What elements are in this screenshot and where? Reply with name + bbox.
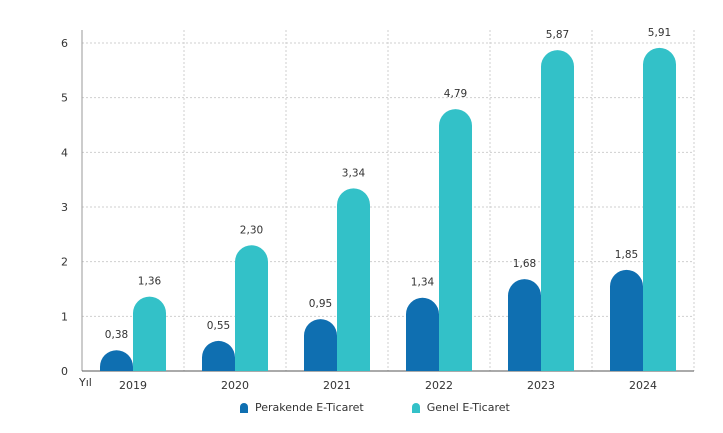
data-label: 4,79 — [444, 88, 467, 100]
gridlines — [82, 30, 695, 371]
y-tick-label: 2 — [61, 256, 68, 269]
legend-swatch-genel — [411, 402, 420, 413]
bar-perakende — [304, 319, 337, 371]
y-tick-label: 6 — [61, 37, 68, 50]
data-label: 5,87 — [546, 29, 569, 41]
bar-genel — [337, 188, 370, 371]
bar-perakende — [508, 279, 541, 371]
bar-genel — [235, 245, 268, 371]
bar-perakende — [100, 350, 133, 371]
x-tick-label: 2019 — [119, 379, 147, 392]
y-tick-label: 3 — [61, 201, 68, 214]
y-tick-label: 0 — [61, 365, 68, 378]
bar-genel — [439, 109, 472, 371]
x-tick-label: 2021 — [323, 379, 351, 392]
data-label: 1,68 — [513, 258, 536, 270]
data-labels: 0,38 1,36 0,55 2,30 0,95 3,34 1,34 4,79 1,68 5,87… — [105, 27, 671, 341]
x-axis-unit-label: Yıl — [78, 376, 92, 389]
data-label: 0,95 — [309, 298, 332, 310]
x-tick-labels: 2019 2020 2021 2022 2023 2024 — [119, 379, 657, 392]
y-tick-label: 4 — [61, 146, 68, 159]
bar-genel — [133, 296, 166, 371]
data-label: 1,36 — [138, 276, 162, 288]
data-label: 0,55 — [207, 320, 230, 332]
legend-item-genel: Genel E-Ticaret — [411, 401, 510, 414]
y-tick-label: 1 — [61, 310, 68, 323]
legend-swatch-perakende — [240, 402, 248, 413]
bar-perakende — [202, 340, 235, 371]
x-tick-label: 2024 — [629, 379, 657, 392]
data-label: 2,30 — [240, 224, 263, 236]
legend-label-perakende: Perakende E-Ticaret — [255, 401, 364, 414]
data-label: 1,85 — [615, 249, 638, 261]
bar-genel — [541, 50, 574, 372]
bar-perakende — [406, 297, 439, 371]
bar-genel — [643, 47, 676, 371]
axes — [81, 30, 694, 372]
data-label: 1,34 — [411, 277, 435, 289]
bar-series — [100, 47, 676, 372]
bar-perakende — [610, 269, 643, 371]
data-label: 3,34 — [342, 167, 366, 179]
y-tick-label: 5 — [61, 92, 68, 105]
x-tick-label: 2020 — [221, 379, 249, 392]
y-tick-labels: 0 1 2 3 4 5 6 — [61, 37, 68, 378]
legend: Perakende E-Ticaret Genel E-Ticaret — [240, 401, 510, 414]
x-tick-label: 2023 — [527, 379, 555, 392]
legend-item-perakende: Perakende E-Ticaret — [240, 401, 364, 414]
x-tick-label: 2022 — [425, 379, 453, 392]
data-label: 5,91 — [648, 27, 671, 39]
data-label: 0,38 — [105, 329, 128, 341]
legend-label-genel: Genel E-Ticaret — [426, 401, 510, 414]
